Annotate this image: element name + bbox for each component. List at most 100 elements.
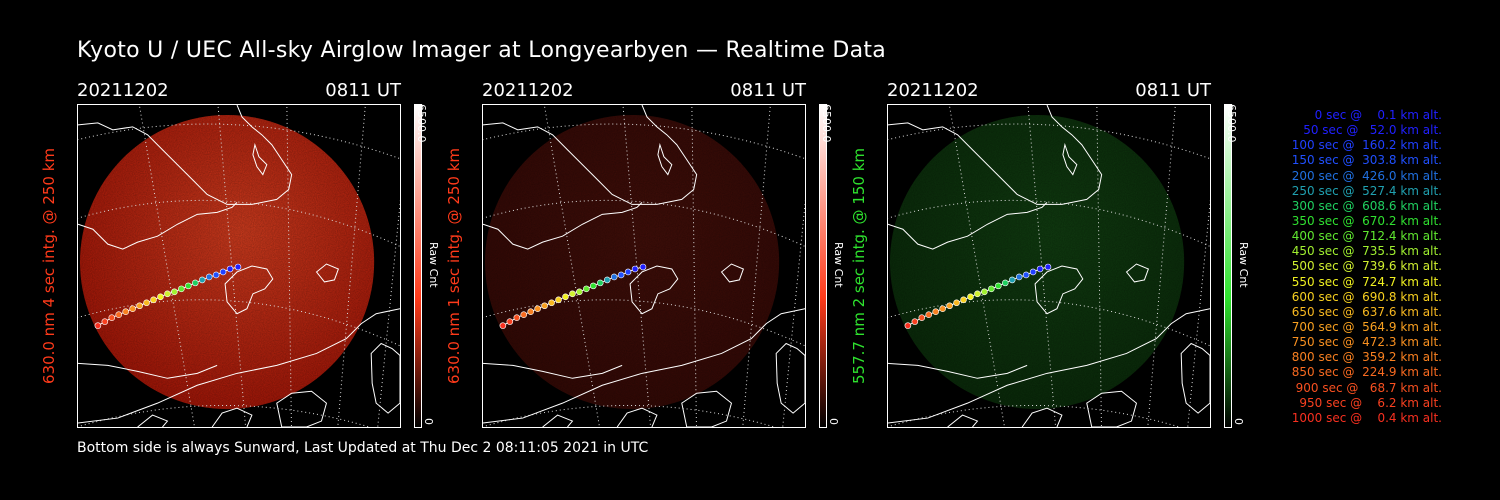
colorbar-min-label: 0 <box>422 418 435 425</box>
trajectory-point <box>129 305 136 313</box>
legend-entry: 1000 sec @ 0.4 km alt. <box>1291 410 1442 425</box>
trajectory-point <box>925 311 933 318</box>
coastline <box>888 105 1210 427</box>
rocket-trajectory <box>904 263 1052 329</box>
trajectory-point <box>234 263 242 271</box>
trajectory-point <box>904 322 912 329</box>
panel-date: 20211202 <box>77 80 169 101</box>
allsky-image <box>887 104 1211 428</box>
trajectory-point <box>108 314 116 321</box>
legend-entry: 200 sec @ 426.0 km alt. <box>1287 168 1442 183</box>
imager-panel-630nm-4sec: 20211202 0811 UT 630.0 nm 4 sec intg. @ 25… <box>40 80 477 430</box>
legend-entry: 700 sec @ 564.9 km alt. <box>1287 319 1442 334</box>
trajectory-point <box>513 314 521 321</box>
trajectory-point <box>960 296 967 304</box>
colorbar <box>1224 104 1232 428</box>
trajectory-point <box>1001 279 1009 287</box>
colorbar-max-label: 6500.0 <box>820 104 833 143</box>
panel-wavelength-label: 630.0 nm 4 sec intg. @ 250 km <box>40 147 58 385</box>
trajectory-point <box>136 302 143 310</box>
trajectory-point <box>631 265 639 273</box>
trajectory-point <box>171 288 178 296</box>
legend-entry: 800 sec @ 359.2 km alt. <box>1287 350 1442 365</box>
trajectory-point <box>548 299 555 307</box>
trajectory-point <box>499 322 507 329</box>
page-title: Kyoto U / UEC All-sky Airglow Imager at … <box>77 38 887 63</box>
trajectory-point <box>1044 263 1052 271</box>
coastline <box>78 105 400 427</box>
panel-time: 0811 UT <box>325 80 401 101</box>
trajectory-point <box>198 276 206 284</box>
trajectory-point <box>639 263 647 271</box>
trajectory-point <box>576 288 583 296</box>
legend-entry: 100 sec @ 160.2 km alt. <box>1287 138 1442 153</box>
trajectory-point <box>164 290 171 298</box>
trajectory-point <box>527 308 534 315</box>
trajectory-point <box>122 308 129 315</box>
allsky-image <box>482 104 806 428</box>
panel-time: 0811 UT <box>1135 80 1211 101</box>
trajectory-point <box>534 305 541 313</box>
legend-entry: 900 sec @ 68.7 km alt. <box>1291 380 1442 395</box>
trajectory-point <box>115 311 123 318</box>
colorbar <box>819 104 827 428</box>
legend-entry: 950 sec @ 6.2 km alt. <box>1295 395 1442 410</box>
trajectory-point <box>219 268 227 276</box>
trajectory-point <box>143 299 150 307</box>
lat-lon-grid <box>888 105 1210 427</box>
trajectory-point <box>610 273 618 281</box>
colorbar-min-label: 0 <box>1232 418 1245 425</box>
trajectory-point <box>953 299 960 307</box>
trajectory-point <box>562 293 569 301</box>
trajectory-point <box>520 311 528 318</box>
trajectory-point <box>967 293 974 301</box>
footer-note: Bottom side is always Sunward, Last Upda… <box>77 440 649 456</box>
trajectory-point <box>932 308 939 315</box>
panel-time: 0811 UT <box>730 80 806 101</box>
panel-date: 20211202 <box>887 80 979 101</box>
lat-lon-grid <box>483 105 805 427</box>
trajectory-point <box>1015 273 1023 281</box>
trajectory-point <box>1022 271 1030 279</box>
trajectory-point <box>506 318 514 325</box>
panel-wavelength-label: 630.0 nm 1 sec intg. @ 250 km <box>445 147 463 385</box>
colorbar <box>414 104 422 428</box>
trajectory-point <box>981 288 988 296</box>
legend-entry: 150 sec @ 303.8 km alt. <box>1287 153 1442 168</box>
trajectory-point <box>988 285 995 293</box>
rocket-trajectory <box>499 263 647 329</box>
trajectory-point <box>555 296 562 304</box>
legend-entry: 350 sec @ 670.2 km alt. <box>1287 213 1442 228</box>
trajectory-point <box>191 279 199 287</box>
panel-wavelength-label: 557.7 nm 2 sec intg. @ 150 km <box>850 147 868 385</box>
trajectory-point <box>101 318 109 325</box>
trajectory-point <box>541 302 548 310</box>
colorbar-units-label: Raw Cnt <box>1237 242 1250 288</box>
legend-entry: 850 sec @ 224.9 km alt. <box>1287 365 1442 380</box>
imager-panel-630nm-1sec: 20211202 0811 UT 630.0 nm 1 sec intg. @ 25… <box>445 80 882 430</box>
trajectory-point <box>995 282 1002 290</box>
trajectory-point <box>617 271 625 279</box>
colorbar-min-label: 0 <box>827 418 840 425</box>
legend-entry: 550 sec @ 724.7 km alt. <box>1287 274 1442 289</box>
legend-entry: 750 sec @ 472.3 km alt. <box>1287 335 1442 350</box>
legend-entry: 600 sec @ 690.8 km alt. <box>1287 289 1442 304</box>
trajectory-point <box>918 314 926 321</box>
panel-date: 20211202 <box>482 80 574 101</box>
lat-lon-grid <box>78 105 400 427</box>
legend-entry: 250 sec @ 527.4 km alt. <box>1287 183 1442 198</box>
trajectory-point <box>603 276 611 284</box>
legend-entry: 450 sec @ 735.5 km alt. <box>1287 244 1442 259</box>
trajectory-point <box>569 290 576 298</box>
trajectory-point <box>590 282 597 290</box>
trajectory-point <box>226 265 234 273</box>
trajectory-point <box>939 305 946 313</box>
trajectory-point <box>94 322 102 329</box>
allsky-image <box>77 104 401 428</box>
colorbar-max-label: 6500.0 <box>415 104 428 143</box>
legend-entry: 400 sec @ 712.4 km alt. <box>1287 229 1442 244</box>
legend-entry: 50 sec @ 52.0 km alt. <box>1295 123 1442 138</box>
trajectory-point <box>596 279 604 287</box>
coastline <box>483 105 805 427</box>
legend-entry: 500 sec @ 739.6 km alt. <box>1287 259 1442 274</box>
